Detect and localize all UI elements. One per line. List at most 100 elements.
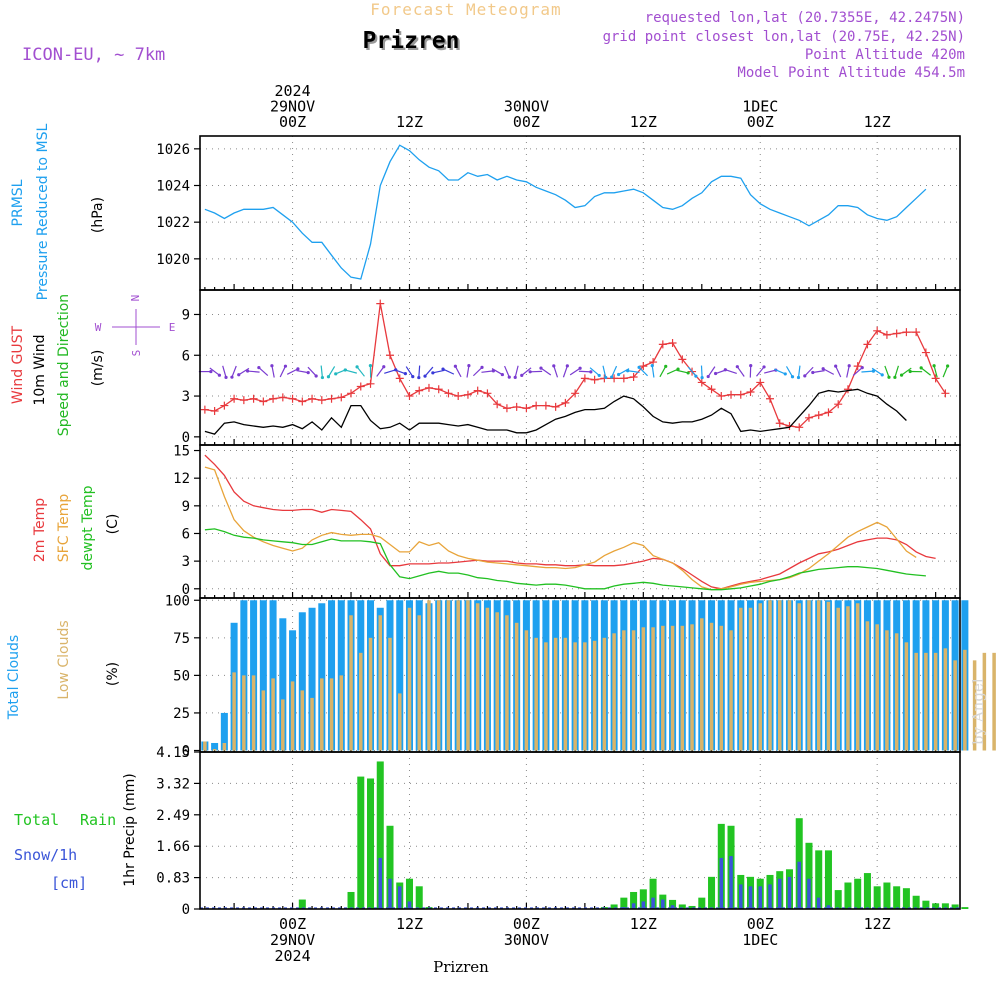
direction-arrow-head [847, 364, 851, 368]
y-tick-label: 15 [173, 444, 190, 460]
gust-marker [259, 397, 268, 406]
direction-arrows [198, 363, 950, 380]
gust-marker [863, 340, 872, 349]
bar-low-clouds [368, 637, 373, 751]
direction-arrow-head [431, 371, 435, 375]
direction-arrow-head [578, 366, 582, 370]
direction-arrow [418, 365, 421, 378]
direction-arrow-head [714, 371, 718, 376]
precip-unit-label: 1hr Precip (mm) [122, 773, 138, 886]
series-line-dewpt-temp [204, 528, 926, 591]
direction-arrow-head [283, 364, 288, 368]
y-tick-label: 9 [182, 307, 190, 323]
compass-s: S [130, 350, 143, 357]
bar-low-clouds [826, 601, 831, 751]
gust-marker [853, 362, 862, 371]
panel-temperature: 0 3 6 9 12 15 [173, 444, 961, 599]
low-clouds-label: Low Clouds [56, 620, 72, 699]
bar-low-clouds [700, 618, 704, 751]
bar-low-clouds [631, 630, 636, 751]
gust-marker [551, 402, 560, 411]
bar-total-rain [386, 825, 394, 909]
bar-total-clouds [259, 600, 267, 751]
gust-marker [707, 385, 716, 394]
bar-total-rain [863, 873, 871, 909]
gust-marker [434, 385, 443, 394]
direction-arrow [247, 370, 260, 373]
bar-total-rain [357, 776, 365, 909]
bar-low-clouds [885, 630, 889, 751]
bar-total-rain [708, 876, 716, 909]
bar-total-rain [639, 889, 647, 909]
direction-arrow-head [417, 375, 421, 380]
bar-snow-1h [826, 905, 831, 909]
direction-arrow-head [334, 372, 338, 376]
top-time-label: 29NOV [270, 98, 315, 116]
direction-arrow [707, 366, 716, 377]
direction-arrow-head [270, 364, 274, 368]
gust-marker [220, 401, 229, 410]
bar-low-clouds [768, 600, 772, 751]
direction-arrow [307, 366, 317, 377]
direction-arrow [491, 368, 503, 376]
direction-arrow [651, 365, 655, 378]
bar-low-clouds [739, 607, 743, 751]
direction-arrow [454, 365, 462, 378]
bar-total-clouds [328, 600, 336, 751]
y-tick-label: 2.49 [156, 808, 190, 824]
direction-arrow [424, 366, 434, 377]
bar-low-clouds [661, 625, 665, 751]
bar-low-clouds [622, 630, 626, 751]
direction-arrow-head [382, 365, 386, 369]
direction-arrow-head [411, 375, 415, 379]
top-time-label: 1DEC [742, 98, 778, 116]
bar-low-clouds [797, 603, 801, 751]
bottom-time-label: 12Z [396, 915, 423, 933]
gust-marker [678, 355, 687, 364]
bar-total-rain [805, 842, 813, 909]
bar-low-clouds [290, 681, 295, 751]
gust-marker [395, 374, 404, 383]
direction-arrow [797, 365, 801, 378]
bar-low-clouds [865, 621, 870, 751]
panel-frame [199, 751, 961, 910]
y-tick-label: 1.66 [156, 839, 190, 855]
gust-marker [269, 394, 278, 403]
gust-marker [200, 405, 209, 414]
bar-snow-1h [748, 886, 753, 909]
direction-arrow [852, 367, 863, 376]
gust-marker [230, 394, 239, 403]
credit-label: by Angel [969, 678, 987, 745]
direction-label: Speed and Direction [56, 294, 72, 436]
gust-marker [473, 386, 482, 395]
y-tick-label: 3 [182, 389, 190, 405]
station-title: Prizren [365, 30, 462, 56]
direction-arrow-head [893, 375, 897, 379]
bar-low-clouds [953, 660, 957, 751]
bar-low-clouds [846, 606, 850, 751]
direction-arrow-head [597, 373, 601, 378]
y-tick-label: 25 [173, 706, 190, 722]
bar-low-clouds [553, 637, 558, 751]
direction-arrow-head [565, 364, 569, 368]
gust-marker [882, 330, 891, 339]
top-time-label: 00Z [747, 113, 774, 131]
temp-unit-label: (C) [105, 514, 121, 535]
gust-marker [775, 419, 784, 428]
y-tick-label: 6 [182, 348, 190, 364]
direction-arrow-head [749, 363, 753, 368]
y-tick-label: 100 [165, 593, 190, 609]
bar-low-clouds [612, 633, 616, 751]
total-label: Total [14, 811, 59, 829]
bar-low-clouds [271, 678, 275, 751]
bar-total-rain [347, 891, 355, 909]
bottom-time-label: 12Z [864, 915, 891, 933]
compass: N E S W [95, 295, 176, 357]
gust-marker [717, 392, 726, 401]
panel-frame [199, 444, 961, 599]
bar-low-clouds [641, 627, 646, 751]
direction-arrow-head [919, 366, 923, 370]
direction-arrow-head [589, 370, 593, 374]
gust-marker [483, 389, 492, 398]
direction-arrow [569, 367, 581, 376]
